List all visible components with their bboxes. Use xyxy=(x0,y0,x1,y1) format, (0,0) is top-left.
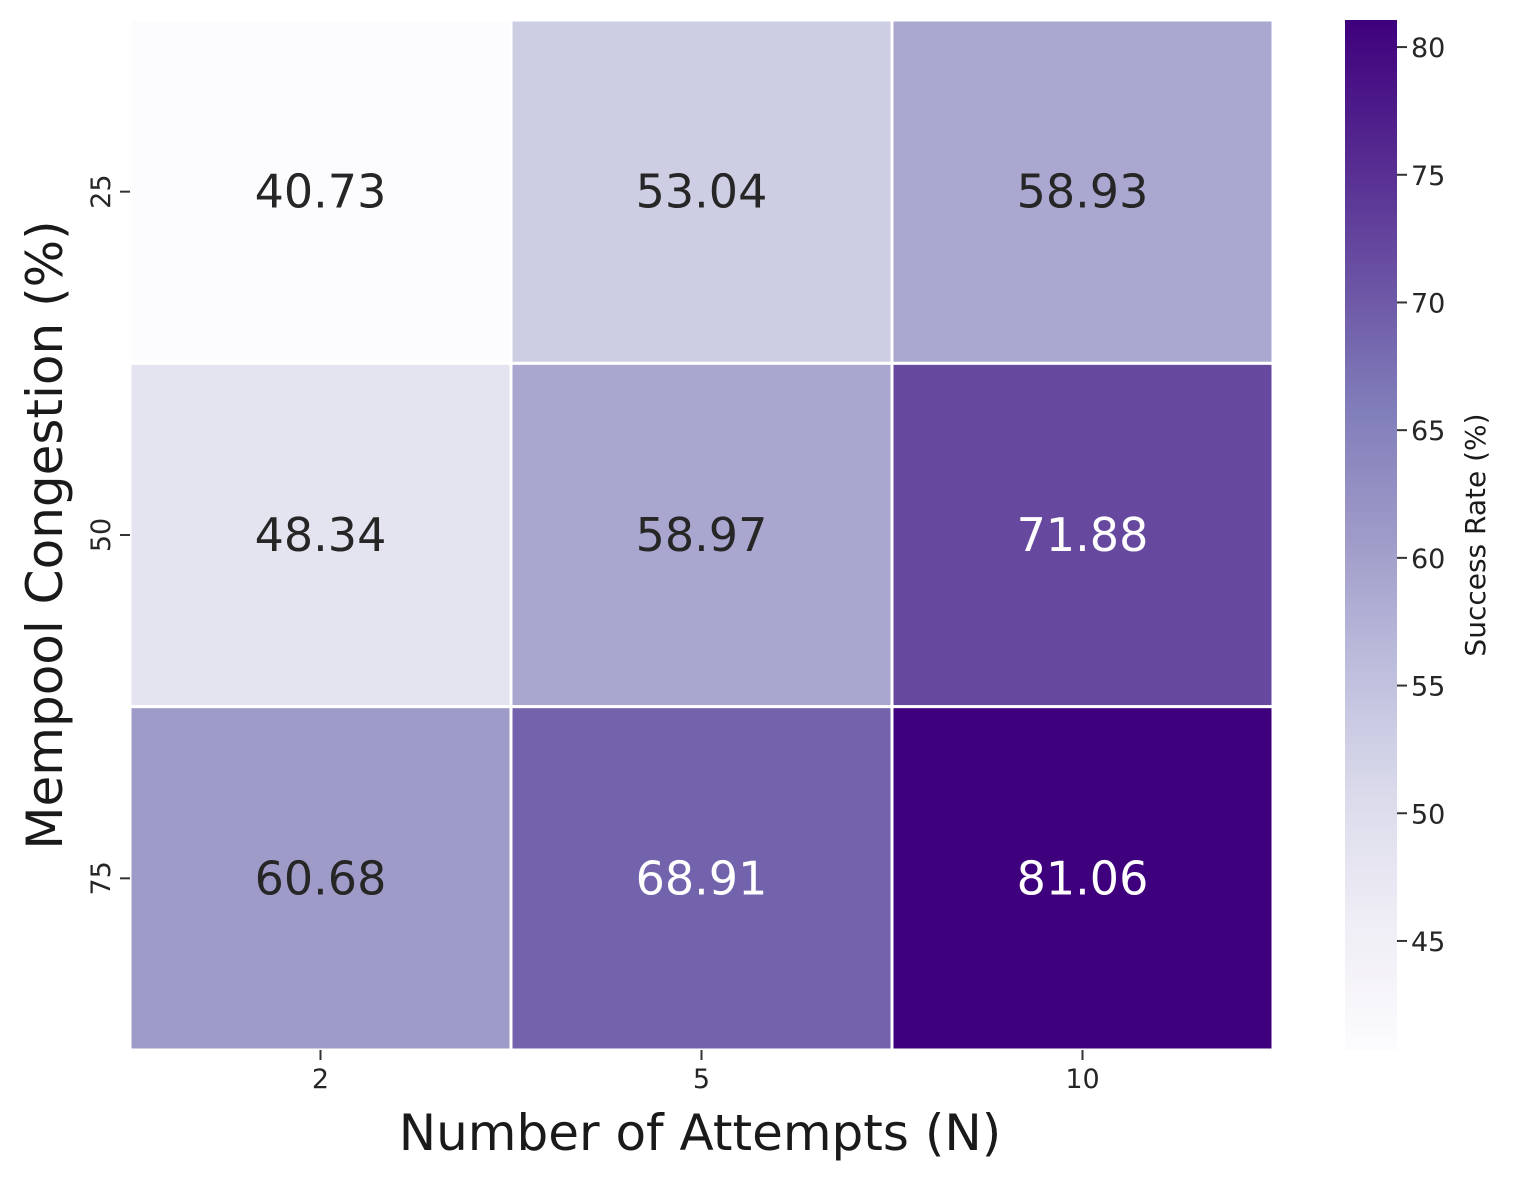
cell-value-label: 53.04 xyxy=(636,165,768,219)
y-axis: 25 50 75 xyxy=(86,174,130,896)
y-tick-label: 25 xyxy=(86,174,117,208)
colorbar-tick-label: 70 xyxy=(1411,288,1445,319)
x-tick-label: 2 xyxy=(312,1064,329,1095)
heatmap-cell xyxy=(509,18,894,365)
cell-value-label: 81.06 xyxy=(1017,851,1149,905)
cell-value-label: 68.91 xyxy=(636,851,768,905)
cell-value-label: 48.34 xyxy=(255,508,387,562)
x-tick-label: 10 xyxy=(1065,1064,1099,1095)
x-tick-label: 5 xyxy=(693,1064,710,1095)
y-axis-title: Mempool Congestion (%) xyxy=(16,220,74,849)
heatmap-cells xyxy=(128,18,1275,1052)
x-axis-title: Number of Attempts (N) xyxy=(399,1104,1002,1162)
colorbar-tick-label: 65 xyxy=(1411,416,1445,447)
colorbar-tick-label: 50 xyxy=(1411,799,1445,830)
colorbar-tick-label: 60 xyxy=(1411,544,1445,575)
x-axis: 2 5 10 xyxy=(312,1050,1100,1095)
heatmap-cell-labels: 40.73 53.04 58.93 48.34 58.97 71.88 60.68 68.91… xyxy=(255,165,1149,906)
colorbar-tick-label: 55 xyxy=(1411,672,1445,703)
heatmap-cell xyxy=(128,18,513,365)
colorbar: 45 50 55 60 65 70 75 80 Success Rate (%) xyxy=(1345,20,1492,1050)
cell-value-label: 71.88 xyxy=(1017,508,1149,562)
colorbar-tick-label: 75 xyxy=(1411,161,1445,192)
cell-value-label: 58.97 xyxy=(636,508,768,562)
heatmap-cell xyxy=(509,361,894,709)
y-tick-label: 75 xyxy=(86,861,117,895)
cell-value-label: 40.73 xyxy=(255,165,387,219)
colorbar-title: Success Rate (%) xyxy=(1459,413,1492,656)
colorbar-ticks: 45 50 55 60 65 70 75 80 xyxy=(1397,33,1445,958)
cell-value-label: 58.93 xyxy=(1017,165,1149,219)
heatmap-cell xyxy=(128,361,513,709)
y-tick-label: 50 xyxy=(86,518,117,552)
colorbar-tick-label: 45 xyxy=(1411,927,1445,958)
heatmap-cell xyxy=(509,705,894,1052)
cell-value-label: 60.68 xyxy=(255,851,387,905)
colorbar-gradient xyxy=(1345,20,1397,1050)
heatmap-cell xyxy=(890,361,1275,709)
heatmap-cell xyxy=(890,18,1275,365)
colorbar-tick-label: 80 xyxy=(1411,33,1445,64)
